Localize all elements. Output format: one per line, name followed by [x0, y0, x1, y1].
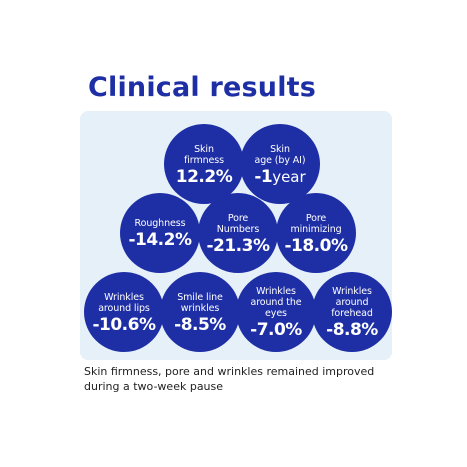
result-label: Wrinkles around lips	[98, 291, 150, 314]
result-pore-numbers: Pore Numbers -21.3%	[198, 193, 278, 273]
result-value: -1year	[254, 166, 306, 187]
result-wrinkles-lips: Wrinkles around lips -10.6%	[84, 272, 164, 352]
result-value: -8.5%	[174, 314, 226, 335]
result-roughness: Roughness -14.2%	[120, 193, 200, 273]
result-pore-minimizing: Pore minimizing -18.0%	[276, 193, 356, 273]
result-label: Skin firmness	[184, 143, 224, 166]
result-label: Wrinkles around forehead	[331, 286, 373, 319]
result-smile-line: Smile line wrinkles -8.5%	[160, 272, 240, 352]
result-value: -8.8%	[326, 320, 378, 340]
result-wrinkles-forehead: Wrinkles around forehead -8.8%	[312, 272, 392, 352]
result-value: -10.6%	[92, 314, 156, 335]
result-label: Smile line wrinkles	[177, 291, 223, 314]
footnote: Skin firmness, pore and wrinkles remaine…	[84, 365, 375, 393]
result-wrinkles-eyes: Wrinkles around the eyes -7.0%	[236, 272, 316, 352]
result-skin-firmness: Skin firmness 12.2%	[164, 124, 244, 204]
page-title: Clinical results	[88, 72, 317, 103]
result-value: -21.3%	[206, 235, 270, 256]
result-value: -14.2%	[128, 230, 192, 250]
result-label: Pore Numbers	[216, 212, 260, 235]
result-label: Pore minimizing	[290, 212, 342, 235]
result-value: -7.0%	[250, 320, 302, 340]
result-unit: year	[272, 167, 306, 186]
result-label: Skin age (by AI)	[254, 143, 306, 166]
result-label: Roughness	[134, 218, 186, 229]
result-skin-age: Skin age (by AI) -1year	[240, 124, 320, 204]
result-value: 12.2%	[175, 166, 233, 187]
result-label: Wrinkles around the eyes	[250, 286, 302, 319]
result-value: -18.0%	[284, 235, 348, 256]
